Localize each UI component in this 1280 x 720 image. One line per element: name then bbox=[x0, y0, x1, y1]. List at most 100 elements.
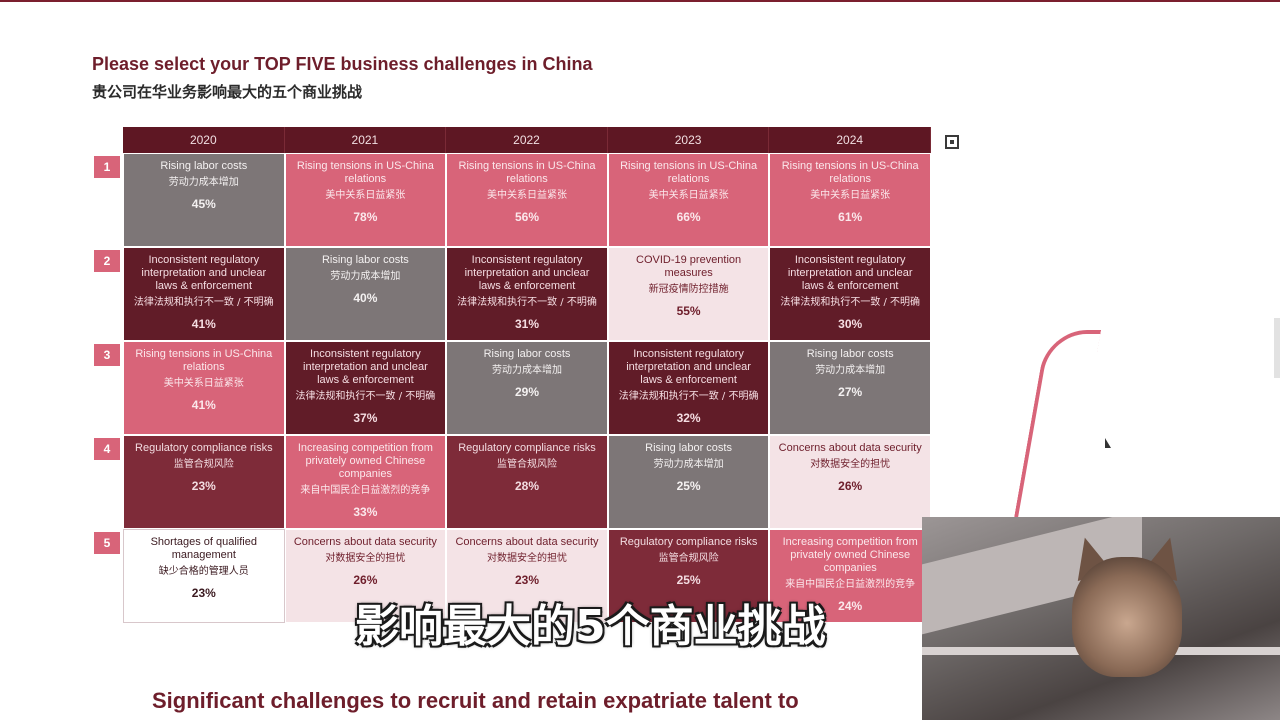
year-header: 2023 bbox=[608, 127, 770, 153]
challenge-percent: 45% bbox=[191, 197, 216, 211]
challenge-label-zh: 对数据安全的担忧 bbox=[810, 459, 891, 470]
challenge-percent: 23% bbox=[514, 573, 539, 587]
challenge-label: Inconsistent regulatory interpretation a… bbox=[464, 254, 590, 292]
challenges-table: 2020 2021 2022 2023 2024 Rising labor co… bbox=[123, 127, 931, 623]
challenge-percent: 41% bbox=[191, 317, 216, 331]
challenge-cell: Inconsistent regulatory interpretation a… bbox=[769, 247, 931, 341]
challenge-label: Inconsistent regulatory interpretation a… bbox=[141, 254, 267, 292]
challenge-label: Shortages of qualified management bbox=[150, 536, 257, 561]
challenge-cell: Regulatory compliance risks 监管合规风险 23% bbox=[123, 435, 285, 529]
expand-icon[interactable] bbox=[945, 135, 959, 149]
challenge-cell: COVID-19 prevention measures 新冠疫情防控措施 55% bbox=[607, 247, 770, 341]
challenge-label-zh: 美中关系日益紧张 bbox=[325, 190, 406, 201]
challenge-cell: Rising labor costs 劳动力成本增加 29% bbox=[446, 341, 608, 435]
challenge-cell: Increasing competition from privately ow… bbox=[769, 529, 931, 623]
challenge-label-zh: 缺少合格的管理人员 bbox=[158, 566, 249, 577]
challenge-label: Rising labor costs bbox=[483, 348, 571, 360]
scrollbar[interactable] bbox=[1274, 318, 1280, 378]
year-header-row: 2020 2021 2022 2023 2024 bbox=[123, 127, 931, 153]
challenge-label-zh: 法律法规和执行不一致 / 不明确 bbox=[780, 297, 921, 308]
challenge-percent: 31% bbox=[514, 317, 539, 331]
challenge-percent: 37% bbox=[353, 411, 378, 425]
webcam-overlay bbox=[922, 517, 1280, 720]
challenge-label-zh: 监管合规风险 bbox=[173, 459, 234, 470]
challenge-label-zh: 法律法规和执行不一致 / 不明确 bbox=[133, 297, 274, 308]
challenge-label: Inconsistent regulatory interpretation a… bbox=[303, 348, 428, 386]
dog-image bbox=[1072, 557, 1182, 677]
challenge-label-zh: 法律法规和执行不一致 / 不明确 bbox=[457, 297, 597, 308]
challenge-label: Concerns about data security bbox=[778, 442, 922, 454]
challenge-label-zh: 来自中国民企日益激烈的竞争 bbox=[785, 579, 916, 590]
challenge-label: Rising labor costs bbox=[645, 442, 732, 454]
challenge-label-zh: 美中关系日益紧张 bbox=[810, 190, 891, 201]
challenge-label: Rising labor costs bbox=[806, 348, 894, 360]
challenge-label-zh: 美中关系日益紧张 bbox=[486, 190, 567, 201]
challenge-label-zh: 美中关系日益紧张 bbox=[163, 378, 244, 389]
rank-badge: 4 bbox=[94, 438, 120, 460]
table-row: Shortages of qualified management 缺少合格的管理… bbox=[123, 529, 931, 623]
challenge-percent: 29% bbox=[514, 385, 539, 399]
challenge-percent: 23% bbox=[191, 479, 216, 493]
rank-badge: 3 bbox=[94, 344, 120, 366]
challenge-percent: 66% bbox=[676, 210, 701, 224]
challenge-percent: 23% bbox=[191, 586, 216, 600]
challenge-label-zh: 劳动力成本增加 bbox=[653, 459, 724, 470]
challenge-label-zh: 劳动力成本增加 bbox=[491, 365, 562, 376]
challenge-percent: 24% bbox=[838, 599, 863, 613]
challenge-cell: Rising tensions in US-China relations 美中关… bbox=[284, 153, 447, 247]
slide-title: Please select your TOP FIVE business cha… bbox=[92, 54, 593, 74]
challenge-label-zh: 劳动力成本增加 bbox=[168, 177, 239, 188]
challenge-percent: 32% bbox=[676, 411, 701, 425]
cursor-icon bbox=[1105, 438, 1111, 448]
challenge-cell: Shortages of qualified management 缺少合格的管理… bbox=[123, 529, 285, 623]
challenge-label-zh: 法律法规和执行不一致 / 不明确 bbox=[295, 391, 436, 402]
challenge-cell: Regulatory compliance risks 监管合规风险 25% bbox=[607, 529, 770, 623]
challenge-percent: 33% bbox=[353, 505, 378, 519]
challenge-cell: Concerns about data security 对数据安全的担忧 23% bbox=[446, 529, 608, 623]
challenge-label: Rising labor costs bbox=[321, 254, 409, 266]
challenge-label: Regulatory compliance risks bbox=[458, 442, 596, 454]
challenge-label: Concerns about data security bbox=[455, 536, 599, 548]
challenge-cell: Rising labor costs 劳动力成本增加 40% bbox=[284, 247, 447, 341]
challenge-label: Rising tensions in US-China relations bbox=[296, 160, 434, 185]
challenge-label-zh: 新冠疫情防控措施 bbox=[648, 284, 729, 295]
video-caption: 影响最大的5个商业挑战 bbox=[355, 601, 826, 652]
challenge-cell: Increasing competition from privately ow… bbox=[284, 435, 447, 529]
table-row: Regulatory compliance risks 监管合规风险 23% Incr… bbox=[123, 435, 931, 529]
challenge-percent: 27% bbox=[838, 385, 863, 399]
challenge-label-zh: 监管合规风险 bbox=[496, 459, 557, 470]
challenge-label-zh: 劳动力成本增加 bbox=[815, 365, 886, 376]
year-header: 2021 bbox=[285, 127, 447, 153]
challenge-label: Increasing competition from privately ow… bbox=[782, 536, 918, 574]
challenge-label: COVID-19 prevention measures bbox=[636, 254, 742, 279]
rank-badge: 5 bbox=[94, 532, 120, 554]
challenge-label-zh: 来自中国民企日益激烈的竞争 bbox=[300, 485, 431, 496]
challenge-label: Rising tensions in US-China relations bbox=[620, 160, 758, 185]
challenge-cell: Concerns about data security 对数据安全的担忧 26% bbox=[769, 435, 931, 529]
table-body: Rising labor costs 劳动力成本增加 45% Rising tensi… bbox=[123, 153, 931, 623]
challenge-label-zh: 美中关系日益紧张 bbox=[648, 190, 729, 201]
challenge-cell: Inconsistent regulatory interpretation a… bbox=[607, 341, 770, 435]
challenge-label: Rising tensions in US-China relations bbox=[458, 160, 596, 185]
challenge-cell: Inconsistent regulatory interpretation a… bbox=[284, 341, 447, 435]
challenge-label: Increasing competition from privately ow… bbox=[297, 442, 433, 480]
slide-subtitle: 贵公司在华业务影响最大的五个商业挑战 bbox=[92, 83, 363, 101]
challenge-label-zh: 对数据安全的担忧 bbox=[325, 553, 406, 564]
challenge-label: Regulatory compliance risks bbox=[619, 536, 758, 548]
challenge-label: Inconsistent regulatory interpretation a… bbox=[787, 254, 913, 292]
challenge-cell: Rising labor costs 劳动力成本增加 45% bbox=[123, 153, 285, 247]
challenge-cell: Rising labor costs 劳动力成本增加 25% bbox=[607, 435, 770, 529]
table-row: Rising tensions in US-China relations 美中关… bbox=[123, 341, 931, 435]
challenge-percent: 41% bbox=[191, 398, 216, 412]
challenge-percent: 78% bbox=[353, 210, 378, 224]
year-header: 2024 bbox=[769, 127, 931, 153]
table-row: Inconsistent regulatory interpretation a… bbox=[123, 247, 931, 341]
challenge-cell: Rising tensions in US-China relations 美中关… bbox=[607, 153, 770, 247]
annotation-stroke bbox=[1012, 330, 1102, 524]
challenge-label: Rising tensions in US-China relations bbox=[781, 160, 919, 185]
rank-badge: 1 bbox=[94, 156, 120, 178]
challenge-label: Regulatory compliance risks bbox=[135, 442, 273, 454]
year-header: 2020 bbox=[123, 127, 285, 153]
challenge-percent: 61% bbox=[838, 210, 863, 224]
challenge-percent: 56% bbox=[514, 210, 539, 224]
